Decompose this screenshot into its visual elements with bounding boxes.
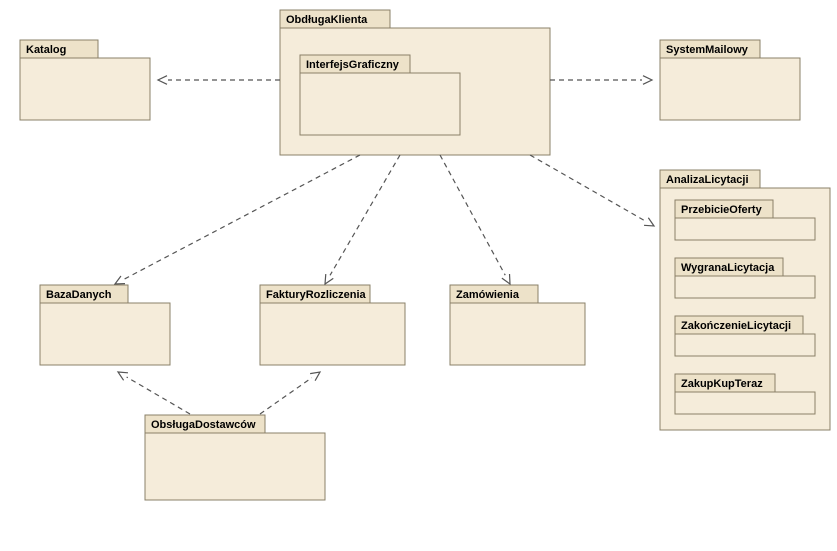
package-label: Zamówienia — [456, 289, 520, 301]
package-body — [450, 303, 585, 365]
dependency-edge — [440, 155, 510, 284]
package-katalog: Katalog — [20, 40, 150, 120]
package-label: ObdługaKlienta — [286, 14, 368, 26]
arrowhead-open — [502, 274, 510, 284]
dependency-edge — [325, 155, 400, 284]
package-label: ZakończenieLicytacji — [681, 320, 791, 332]
package-body — [260, 303, 405, 365]
package-label: FakturyRozliczenia — [266, 289, 367, 301]
package-zamowienia: Zamówienia — [450, 285, 585, 365]
package-label: Katalog — [26, 44, 66, 56]
arrowhead-open — [310, 372, 320, 381]
package-obslugaDostawcow: ObsługaDostawców — [145, 415, 325, 500]
package-bazaDanych: BazaDanych — [40, 285, 170, 365]
arrowhead-open — [158, 76, 167, 85]
package-systemMailowy: SystemMailowy — [660, 40, 800, 120]
package-body — [675, 218, 815, 240]
arrowhead-open — [325, 274, 333, 284]
dependency-edge — [158, 76, 280, 85]
arrowhead-open — [118, 372, 128, 380]
package-body — [300, 73, 460, 135]
package-label: WygranaLicytacja — [681, 262, 775, 274]
package-body — [20, 58, 150, 120]
package-fakturyRozliczenia: FakturyRozliczenia — [260, 285, 405, 365]
dependency-edge — [115, 155, 360, 284]
package-body — [40, 303, 170, 365]
package-label: SystemMailowy — [666, 44, 749, 56]
dependency-edge — [260, 372, 320, 414]
package-body — [675, 276, 815, 298]
dependency-edge — [530, 155, 654, 226]
package-label: ZakupKupTeraz — [681, 378, 763, 390]
package-body — [675, 392, 815, 414]
arrowhead-open — [115, 276, 125, 284]
arrowhead-open — [644, 218, 654, 226]
arrowhead-open — [643, 76, 652, 85]
package-body — [660, 58, 800, 120]
package-body — [675, 334, 815, 356]
package-label: InterfejsGraficzny — [306, 59, 400, 71]
dependency-edge — [550, 76, 652, 85]
package-body — [145, 433, 325, 500]
dependency-edge — [118, 372, 190, 414]
package-label: AnalizaLicytacji — [666, 174, 749, 186]
package-zakonczenieLicytacji: ZakończenieLicytacji — [675, 316, 815, 356]
package-label: ObsługaDostawców — [151, 419, 256, 431]
package-label: BazaDanych — [46, 289, 112, 301]
package-label: PrzebicieOferty — [681, 204, 763, 216]
